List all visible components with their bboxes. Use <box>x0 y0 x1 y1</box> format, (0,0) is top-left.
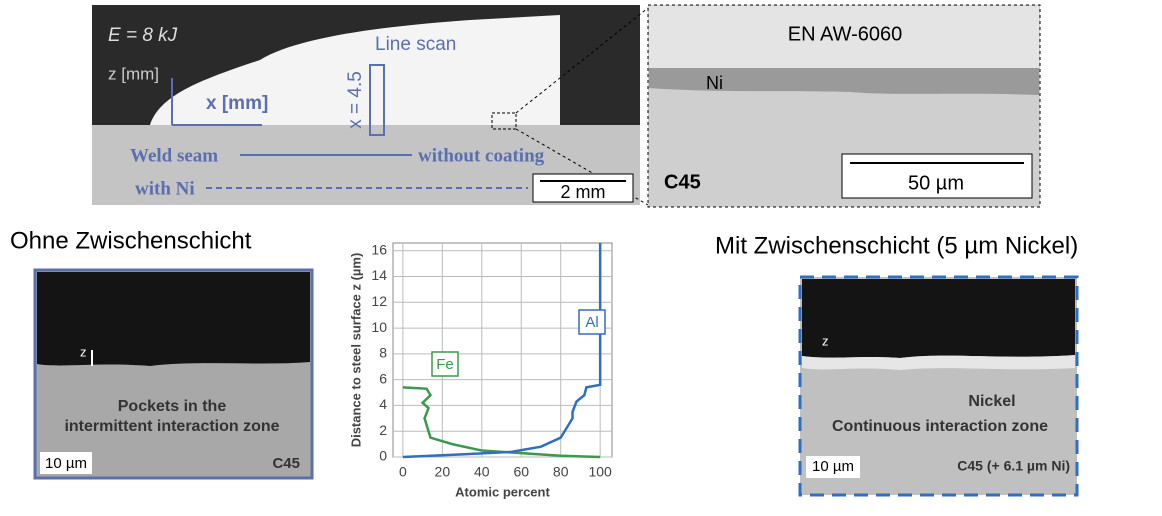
z-label: z <box>822 333 829 348</box>
y-tick-label: 8 <box>379 345 387 361</box>
scale-label: 10 µm <box>812 458 854 475</box>
weld-seam-label: Weld seam <box>130 145 218 166</box>
right-micrograph: z Nickel Continuous interaction zone 10 … <box>800 277 1077 495</box>
aluminium-label: EN AW-6060 <box>788 23 903 45</box>
line-position: x = 4.5 <box>345 71 366 129</box>
page: {"top_left": {"energy": "E = 8 kJ", "z_a… <box>0 0 1162 511</box>
y-tick-label: 10 <box>371 319 387 335</box>
y-axis-label: Distance to steel surface z (µm) <box>348 253 363 448</box>
x-tick-label: 0 <box>399 464 407 480</box>
x-tick-label: 20 <box>435 464 451 480</box>
energy-label: E = 8 kJ <box>108 25 178 46</box>
x-tick-label: 80 <box>553 464 569 480</box>
scale-label: 2 mm <box>561 182 606 202</box>
steel-label: C45 (+ 6.1 µm Ni) <box>957 458 1070 474</box>
right-heading: Mit Zwischenschicht (5 µm Nickel) <box>715 232 1078 259</box>
y-tick-label: 12 <box>371 293 387 309</box>
y-tick-label: 14 <box>371 267 387 283</box>
without-coating-label: without coating <box>418 145 545 166</box>
nickel-label: Ni <box>706 73 723 93</box>
y-tick-label: 16 <box>371 241 387 257</box>
x-label: x [mm] <box>206 93 268 114</box>
line-scan-label: Line scan <box>375 34 456 55</box>
aluminium-dark <box>37 272 310 366</box>
x-axis-label: Atomic percent <box>455 484 550 499</box>
legend-label: Al <box>585 314 598 331</box>
y-tick-label: 4 <box>379 396 387 412</box>
steel-label: C45 <box>272 455 300 472</box>
left-heading: Ohne Zwischenschicht <box>10 227 252 254</box>
figure: E = 8 kJ z [mm] x [mm] Line scan x = 4.5… <box>0 0 1162 511</box>
line-scan-chart: 0 20 40 60 80 100 0 2 4 6 8 10 12 14 16 Atomic percent D… <box>348 241 612 499</box>
caption: intermittent interaction zone <box>64 418 279 435</box>
y-tick-label: 2 <box>379 422 387 438</box>
nickel-label: Nickel <box>968 393 1015 410</box>
scale-label: 50 µm <box>908 172 964 194</box>
x-tick-label: 60 <box>513 464 529 480</box>
y-tick-label: 0 <box>379 448 387 464</box>
scale-label: 10 µm <box>45 455 87 472</box>
x-tick-label: 100 <box>588 464 612 480</box>
detail-image: EN AW-6060 Ni C45 50 µm <box>648 5 1040 207</box>
macro-image: E = 8 kJ z [mm] x [mm] Line scan x = 4.5… <box>92 5 648 205</box>
left-micrograph: z Pockets in the intermittent interactio… <box>35 270 312 478</box>
caption: Pockets in the <box>118 398 227 415</box>
y-tick-label: 6 <box>379 370 387 386</box>
z-label: z <box>80 344 87 359</box>
z-label: z [mm] <box>108 64 159 83</box>
aluminium-dark <box>802 279 1075 358</box>
zone-label: Continuous interaction zone <box>832 418 1048 435</box>
steel-label: C45 <box>664 171 701 193</box>
legend-label: Fe <box>436 356 454 373</box>
x-tick-label: 40 <box>474 464 490 480</box>
with-ni-label: with Ni <box>135 178 195 199</box>
